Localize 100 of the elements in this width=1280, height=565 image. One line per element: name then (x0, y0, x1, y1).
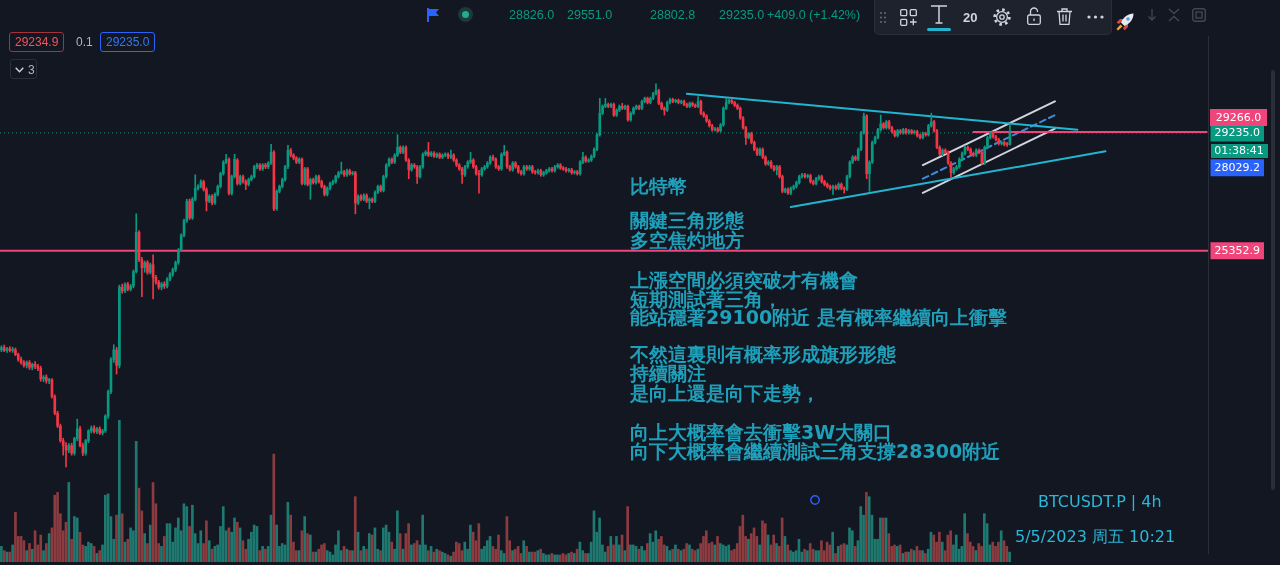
bar (612, 544, 615, 562)
bar (999, 530, 1003, 562)
bar (75, 517, 79, 562)
bar (980, 546, 983, 562)
bar (831, 531, 834, 562)
candlestick (837, 182, 840, 191)
bar (954, 534, 958, 562)
annotation: 比特幣 (630, 174, 687, 197)
candlestick (924, 131, 927, 137)
bar (53, 494, 57, 562)
bar (761, 520, 764, 562)
bar (11, 544, 14, 562)
bar (477, 523, 481, 562)
bar (272, 453, 276, 562)
candlestick (0, 345, 3, 352)
bar (233, 517, 236, 562)
candlestick (309, 177, 312, 200)
bar (70, 538, 73, 562)
bar (323, 543, 326, 562)
bar (485, 540, 489, 562)
bar (67, 482, 71, 562)
bar (808, 543, 812, 562)
candlestick (30, 362, 34, 371)
bar (940, 541, 944, 562)
bar (73, 516, 76, 562)
bar (162, 536, 166, 562)
candlestick (840, 182, 843, 191)
candlestick (118, 284, 121, 369)
bar (704, 530, 708, 562)
bar (42, 550, 45, 562)
candlestick (1000, 140, 1003, 146)
text: 29266.0 (1210, 108, 1267, 126)
bar (867, 496, 871, 562)
annotation: 5/5/2023 周五 10:21 (1015, 527, 1176, 546)
bar (615, 536, 618, 562)
bar (129, 527, 132, 562)
candlestick (767, 160, 770, 166)
bar (177, 517, 180, 562)
bar (609, 536, 613, 562)
bar (28, 543, 31, 562)
dropdown-button: 3 (10, 59, 37, 79)
candlestick (896, 129, 899, 138)
candlestick (188, 198, 191, 220)
candlestick (542, 170, 545, 177)
text: 28826.0 (509, 8, 555, 22)
bar (303, 516, 307, 562)
bar (407, 523, 410, 562)
candlestick (663, 106, 666, 116)
bar (851, 530, 854, 562)
bar (143, 533, 146, 562)
annotation: 3 (28, 63, 35, 77)
candlestick (323, 184, 326, 197)
bar (817, 550, 820, 562)
bar (859, 506, 863, 562)
candlestick (351, 170, 354, 176)
bar (115, 514, 118, 562)
bar (834, 553, 837, 562)
bar (235, 521, 239, 562)
candlestick (264, 162, 267, 169)
bar (820, 540, 823, 562)
candlestick (854, 155, 857, 161)
candlestick (823, 179, 826, 187)
bar (56, 492, 59, 562)
candlestick (28, 360, 31, 370)
candlestick (528, 165, 531, 171)
bar (396, 510, 399, 562)
bar (148, 524, 152, 562)
bar (938, 531, 941, 562)
bar (426, 550, 430, 562)
bar (199, 530, 203, 562)
bar (258, 550, 262, 562)
bar (320, 544, 323, 562)
bar (716, 536, 719, 562)
bar (289, 514, 292, 562)
text: 29551.0 (567, 8, 613, 22)
candlestick (842, 186, 846, 194)
candlestick (677, 98, 680, 105)
bar (463, 541, 467, 562)
bar (758, 544, 761, 562)
bar (469, 524, 472, 562)
bar (353, 496, 357, 562)
bar (660, 536, 663, 562)
bar (497, 534, 500, 562)
bar (626, 506, 629, 562)
bar (763, 523, 767, 562)
bar (25, 550, 29, 562)
bar (654, 530, 658, 562)
bar (14, 511, 17, 562)
candlestick (646, 96, 649, 105)
bar (398, 533, 402, 562)
bar (39, 534, 43, 562)
candlestick (615, 108, 618, 117)
bar (0, 546, 3, 562)
candlestick (629, 111, 633, 122)
bar (207, 540, 211, 562)
bar (997, 541, 1000, 562)
bar (337, 530, 340, 562)
bar (191, 504, 194, 562)
candlestick (649, 96, 652, 105)
text: +409.0 (+1.42%) (767, 8, 861, 22)
